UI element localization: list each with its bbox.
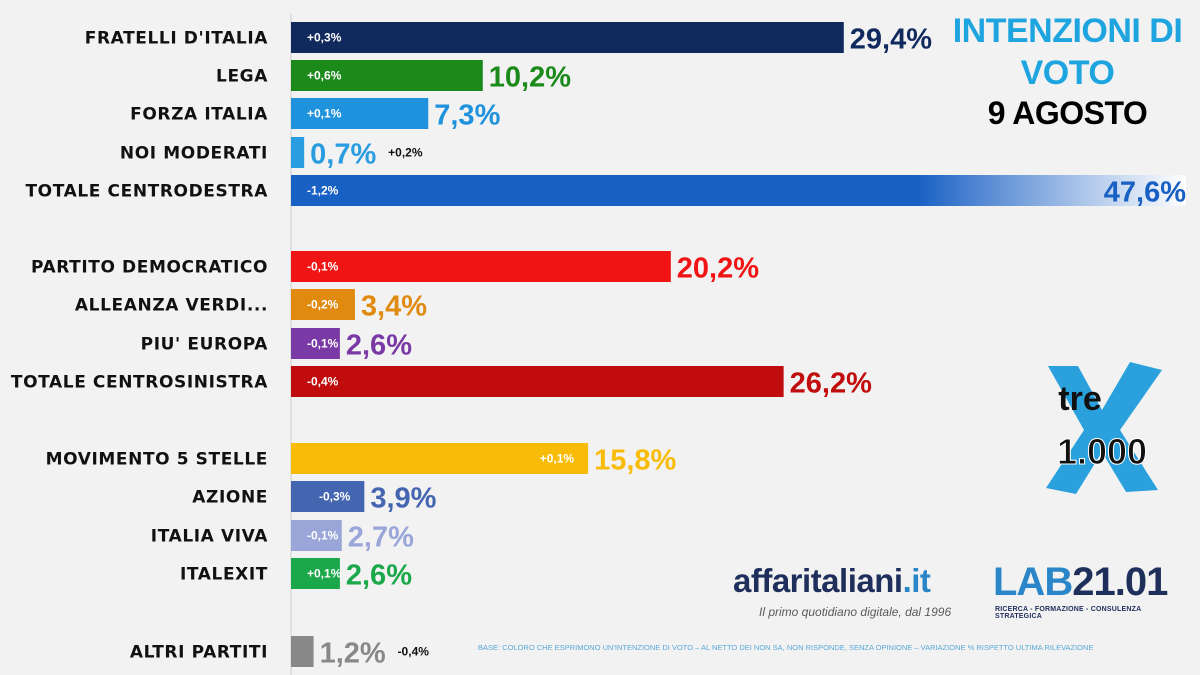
title-line-2: VOTO <box>1020 54 1115 92</box>
category-label: MOVIMENTO 5 STELLE <box>46 450 268 470</box>
value-label: 0,7% <box>310 139 376 171</box>
bar <box>291 289 355 320</box>
bar <box>291 60 483 91</box>
value-label: 2,6% <box>346 330 412 362</box>
value-label: 2,7% <box>348 522 414 554</box>
category-label: ITALIA VIVA <box>151 527 268 547</box>
chart-title: INTENZIONI DI VOTO 9 AGOSTO <box>945 10 1190 132</box>
affaritaliani-logo: affaritaliani.it <box>733 562 931 600</box>
change-label: -0,1% <box>307 529 339 543</box>
change-label: -0,2% <box>307 298 339 312</box>
category-label: LEGA <box>216 67 268 87</box>
change-label: +0,1% <box>307 107 342 121</box>
lab2101-tagline: RICERCA - FORMAZIONE - CONSULENZA STRATE… <box>995 606 1142 620</box>
change-label: +0,2% <box>388 146 423 160</box>
category-label: ALTRI PARTITI <box>130 643 268 663</box>
x-shape-icon <box>1046 362 1162 494</box>
category-label: ALLEANZA VERDI... <box>75 296 268 316</box>
bar <box>291 328 340 359</box>
category-label: FRATELLI D'ITALIA <box>85 29 268 49</box>
footnote: BASE: COLORO CHE ESPRIMONO UN'INTENZIONE… <box>478 643 1094 652</box>
change-label: -0,4% <box>398 645 430 659</box>
bar <box>291 520 342 551</box>
value-label: 2,6% <box>346 560 412 592</box>
value-label: 7,3% <box>434 100 500 132</box>
affaritaliani-tagline: Il primo quotidiano digitale, dal 1996 <box>759 605 952 619</box>
bar <box>291 137 305 168</box>
category-label: ITALEXIT <box>180 565 268 585</box>
value-label: 20,2% <box>677 253 759 285</box>
bar <box>291 251 671 282</box>
title-line-1: INTENZIONI DI <box>952 12 1183 50</box>
lab-prefix: LAB <box>993 560 1073 604</box>
change-label: -0,1% <box>307 260 339 274</box>
change-label: +0,6% <box>307 69 342 83</box>
survey-date: 9 AGOSTO <box>987 95 1148 131</box>
change-label: -0,4% <box>307 375 339 389</box>
brand-logos: affaritaliani.it Il primo quotidiano dig… <box>733 560 1173 628</box>
lab2101-logo: LAB21.01 <box>993 560 1168 605</box>
bar <box>291 481 365 512</box>
category-label: TOTALE CENTROSINISTRA <box>11 373 268 393</box>
bar <box>291 443 589 474</box>
change-label: +0,1% <box>540 452 575 466</box>
change-label: -1,2% <box>307 184 339 198</box>
value-label: 10,2% <box>489 62 571 94</box>
bar <box>291 98 429 129</box>
value-label: 1,2% <box>320 638 386 670</box>
affaritaliani-name: affaritaliani <box>733 562 903 599</box>
category-label: PIU' EUROPA <box>141 335 269 355</box>
category-label: PARTITO DEMOCRATICO <box>31 258 268 278</box>
value-label: 26,2% <box>790 368 872 400</box>
tre-per-mille-logo: tre 1.000 <box>1046 362 1162 494</box>
bar <box>291 636 314 667</box>
change-label: +0,3% <box>307 31 342 45</box>
bar <box>291 22 844 53</box>
value-label: 15,8% <box>594 445 676 477</box>
change-label: -0,3% <box>319 490 351 504</box>
change-label: +0,1% <box>307 567 342 581</box>
value-label: 47,6% <box>1104 177 1186 209</box>
bar <box>291 558 340 589</box>
logo-bottom-text: 1.000 <box>1057 431 1147 472</box>
bar <box>291 366 784 397</box>
category-label: NOI MODERATI <box>120 144 268 164</box>
affaritaliani-suffix: .it <box>902 562 931 599</box>
logo-top-text: tre <box>1058 380 1101 418</box>
change-label: -0,1% <box>307 337 339 351</box>
category-label: TOTALE CENTRODESTRA <box>25 182 268 202</box>
value-label: 29,4% <box>850 24 932 56</box>
category-label: FORZA ITALIA <box>130 105 268 125</box>
value-label: 3,4% <box>361 291 427 323</box>
bar <box>291 175 1186 206</box>
lab-suffix: 21.01 <box>1072 560 1168 604</box>
category-label: AZIONE <box>192 488 268 508</box>
value-label: 3,9% <box>370 483 436 515</box>
